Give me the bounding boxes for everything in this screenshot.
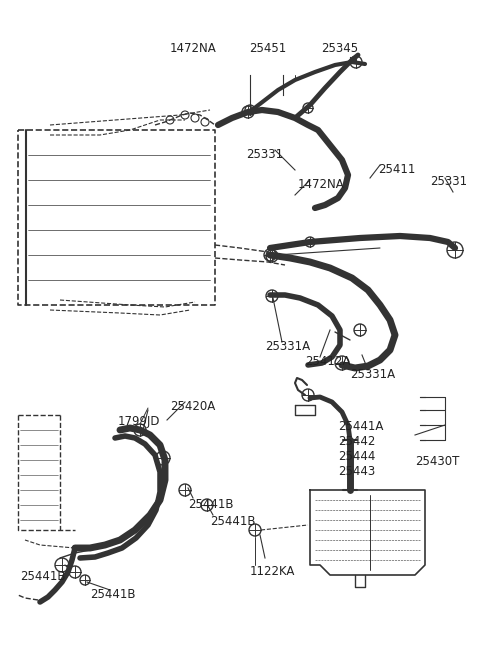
Text: 25411: 25411 bbox=[378, 163, 415, 176]
Text: 25444: 25444 bbox=[338, 450, 375, 463]
Text: 25331: 25331 bbox=[246, 148, 284, 161]
Text: 25442: 25442 bbox=[338, 435, 375, 448]
Text: 25441B: 25441B bbox=[210, 515, 255, 528]
Text: 25331A: 25331A bbox=[265, 340, 310, 353]
Text: 25441B: 25441B bbox=[188, 498, 233, 511]
Text: 25420A: 25420A bbox=[170, 400, 215, 413]
Text: 25412A: 25412A bbox=[305, 355, 350, 368]
Text: 25441A: 25441A bbox=[338, 420, 384, 433]
Text: 1799JD: 1799JD bbox=[118, 415, 160, 428]
Text: 25345: 25345 bbox=[322, 42, 359, 55]
Text: 1472NA: 1472NA bbox=[169, 42, 216, 55]
Text: 25430T: 25430T bbox=[415, 455, 459, 468]
Text: 25451: 25451 bbox=[250, 42, 287, 55]
Text: 25441B: 25441B bbox=[90, 588, 135, 601]
Text: 25331A: 25331A bbox=[350, 368, 395, 381]
Text: 1122KA: 1122KA bbox=[250, 565, 295, 578]
Text: 1472NA: 1472NA bbox=[298, 178, 345, 191]
Text: 25443: 25443 bbox=[338, 465, 375, 478]
Text: 25331: 25331 bbox=[430, 175, 467, 188]
Text: 25441B: 25441B bbox=[20, 570, 65, 583]
